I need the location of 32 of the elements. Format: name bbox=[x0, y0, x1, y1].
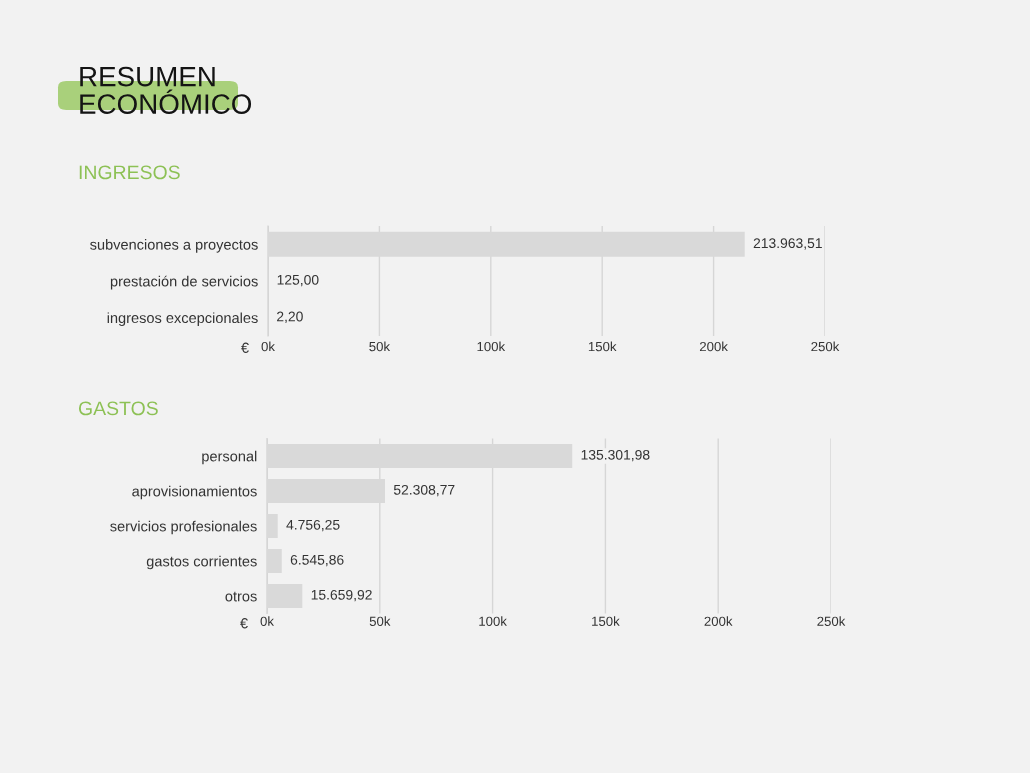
x-tick-label: 150k bbox=[592, 616, 620, 626]
x-tick-label: 100k bbox=[479, 616, 507, 626]
x-tick-label: 0k bbox=[260, 616, 274, 626]
x-tick-label: 200k bbox=[704, 616, 733, 626]
y-tick-label: otros bbox=[225, 591, 257, 602]
data-label: 135.301,98 bbox=[581, 449, 650, 462]
y-tick-label: servicios profesionales bbox=[110, 520, 257, 535]
x-tick-label: 250k bbox=[811, 341, 840, 352]
data-label: 4.756,25 bbox=[286, 519, 340, 532]
x-tick-label: 50k bbox=[369, 616, 391, 626]
y-tick-label: aprovisionamientos bbox=[132, 485, 257, 500]
y-tick-label: gastos corrientes bbox=[146, 555, 257, 570]
data-label: 213.963,51 bbox=[753, 238, 822, 250]
x-tick-label: 50k bbox=[369, 341, 391, 352]
x-tick-label: 200k bbox=[699, 341, 728, 352]
x-tick-label: 250k bbox=[817, 616, 846, 626]
chart-subtitle: INGRESOS bbox=[79, 165, 180, 180]
x-axis-title: € bbox=[240, 618, 248, 629]
chart-title: GASTOS bbox=[78, 401, 158, 416]
y-tick-label: personal bbox=[202, 450, 257, 465]
data-label: 52.308,77 bbox=[393, 484, 455, 497]
data-label: 15.659,92 bbox=[311, 589, 372, 602]
data-label: 125,00 bbox=[277, 274, 319, 287]
y-tick-label: subvenciones a proyectos bbox=[90, 239, 258, 253]
y-tick-label: prestación de servicios bbox=[110, 275, 258, 290]
data-label: 6.545,86 bbox=[290, 554, 344, 567]
data-label: 2,20 bbox=[277, 311, 303, 324]
x-axis-title: € bbox=[241, 342, 249, 353]
x-tick-label: 150k bbox=[588, 341, 617, 352]
x-tick-label: 0k bbox=[261, 341, 275, 352]
x-tick-label: 100k bbox=[477, 341, 506, 352]
y-tick-label: ingresos excepcionales bbox=[107, 312, 258, 326]
